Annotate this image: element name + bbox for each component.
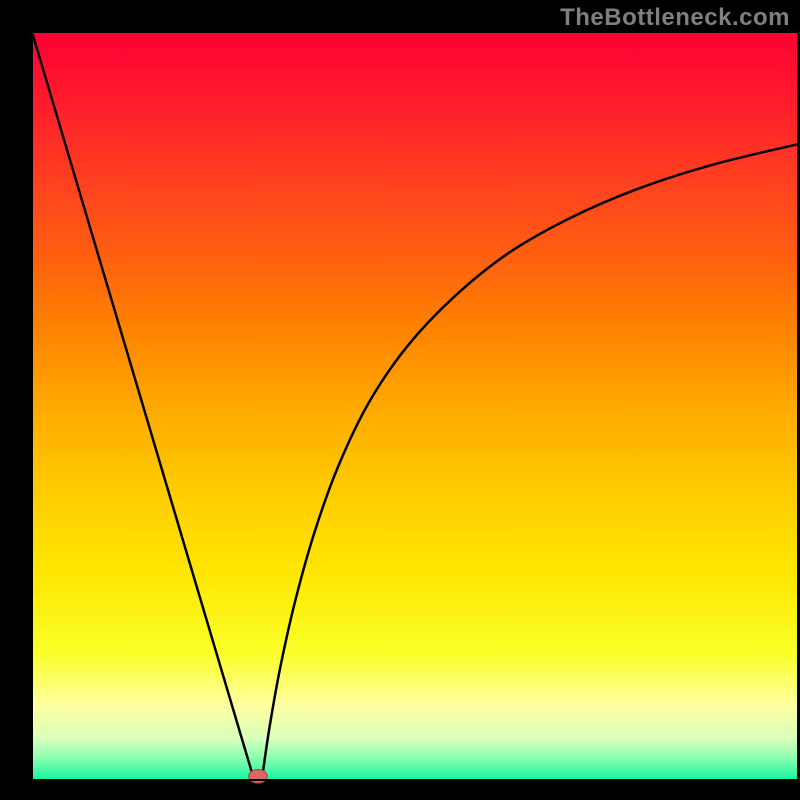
plot-area-gradient: [32, 32, 798, 780]
chart-wrapper: TheBottleneck.com: [0, 0, 800, 800]
bottleneck-chart: [0, 0, 800, 800]
watermark-text: TheBottleneck.com: [560, 4, 790, 32]
